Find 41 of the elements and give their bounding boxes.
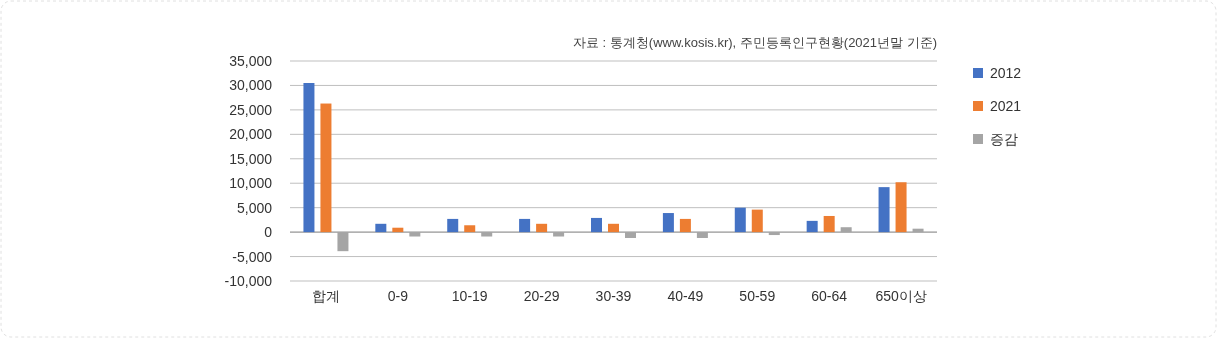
x-tick-label: 30-39 <box>595 288 632 304</box>
y-tick-label: 0 <box>264 224 273 241</box>
bar <box>895 182 907 233</box>
y-tick-label: 20,000 <box>229 126 273 143</box>
bar <box>751 209 763 233</box>
bar <box>591 217 602 233</box>
x-tick-label: 650이상 <box>875 288 927 304</box>
y-tick-label: 5,000 <box>236 199 273 216</box>
legend-label: 2012 <box>990 65 1022 81</box>
y-tick-label: 35,000 <box>229 53 273 69</box>
x-tick-label: 합계 <box>311 288 340 304</box>
y-tick-label: -5,000 <box>232 248 273 265</box>
bar <box>662 213 674 233</box>
bar <box>878 187 890 233</box>
y-tick-label: 10,000 <box>229 175 273 192</box>
x-tick-label: 0-9 <box>387 288 409 304</box>
bar <box>447 218 459 233</box>
y-tick-label: 25,000 <box>229 101 273 118</box>
bar <box>303 83 315 233</box>
x-tick-label: 40-49 <box>667 288 704 304</box>
bar <box>392 227 404 233</box>
x-tick-label: 50-59 <box>739 288 776 304</box>
y-tick-label: 30,000 <box>229 77 273 94</box>
bar <box>823 215 835 233</box>
y-tick-label: 15,000 <box>229 150 273 167</box>
text: 자료 : 통계청(www.kosis.kr), 주민등록인구현황(2021년말 기준) <box>572 35 937 50</box>
legend-label: 2021 <box>990 98 1022 114</box>
y-tick-label: -10,000 <box>224 273 273 289</box>
legend-label: 증감 <box>990 131 1018 147</box>
bar <box>536 223 548 233</box>
bar <box>734 207 746 233</box>
bar <box>679 218 691 233</box>
x-tick-label: 10-19 <box>451 288 488 304</box>
bar <box>608 223 619 233</box>
bar <box>464 225 476 233</box>
bar <box>375 223 387 233</box>
bar <box>320 103 332 233</box>
bar <box>806 220 818 233</box>
bar <box>519 218 531 233</box>
x-tick-label: 20-29 <box>523 288 560 304</box>
x-tick-label: 60-64 <box>811 288 848 304</box>
